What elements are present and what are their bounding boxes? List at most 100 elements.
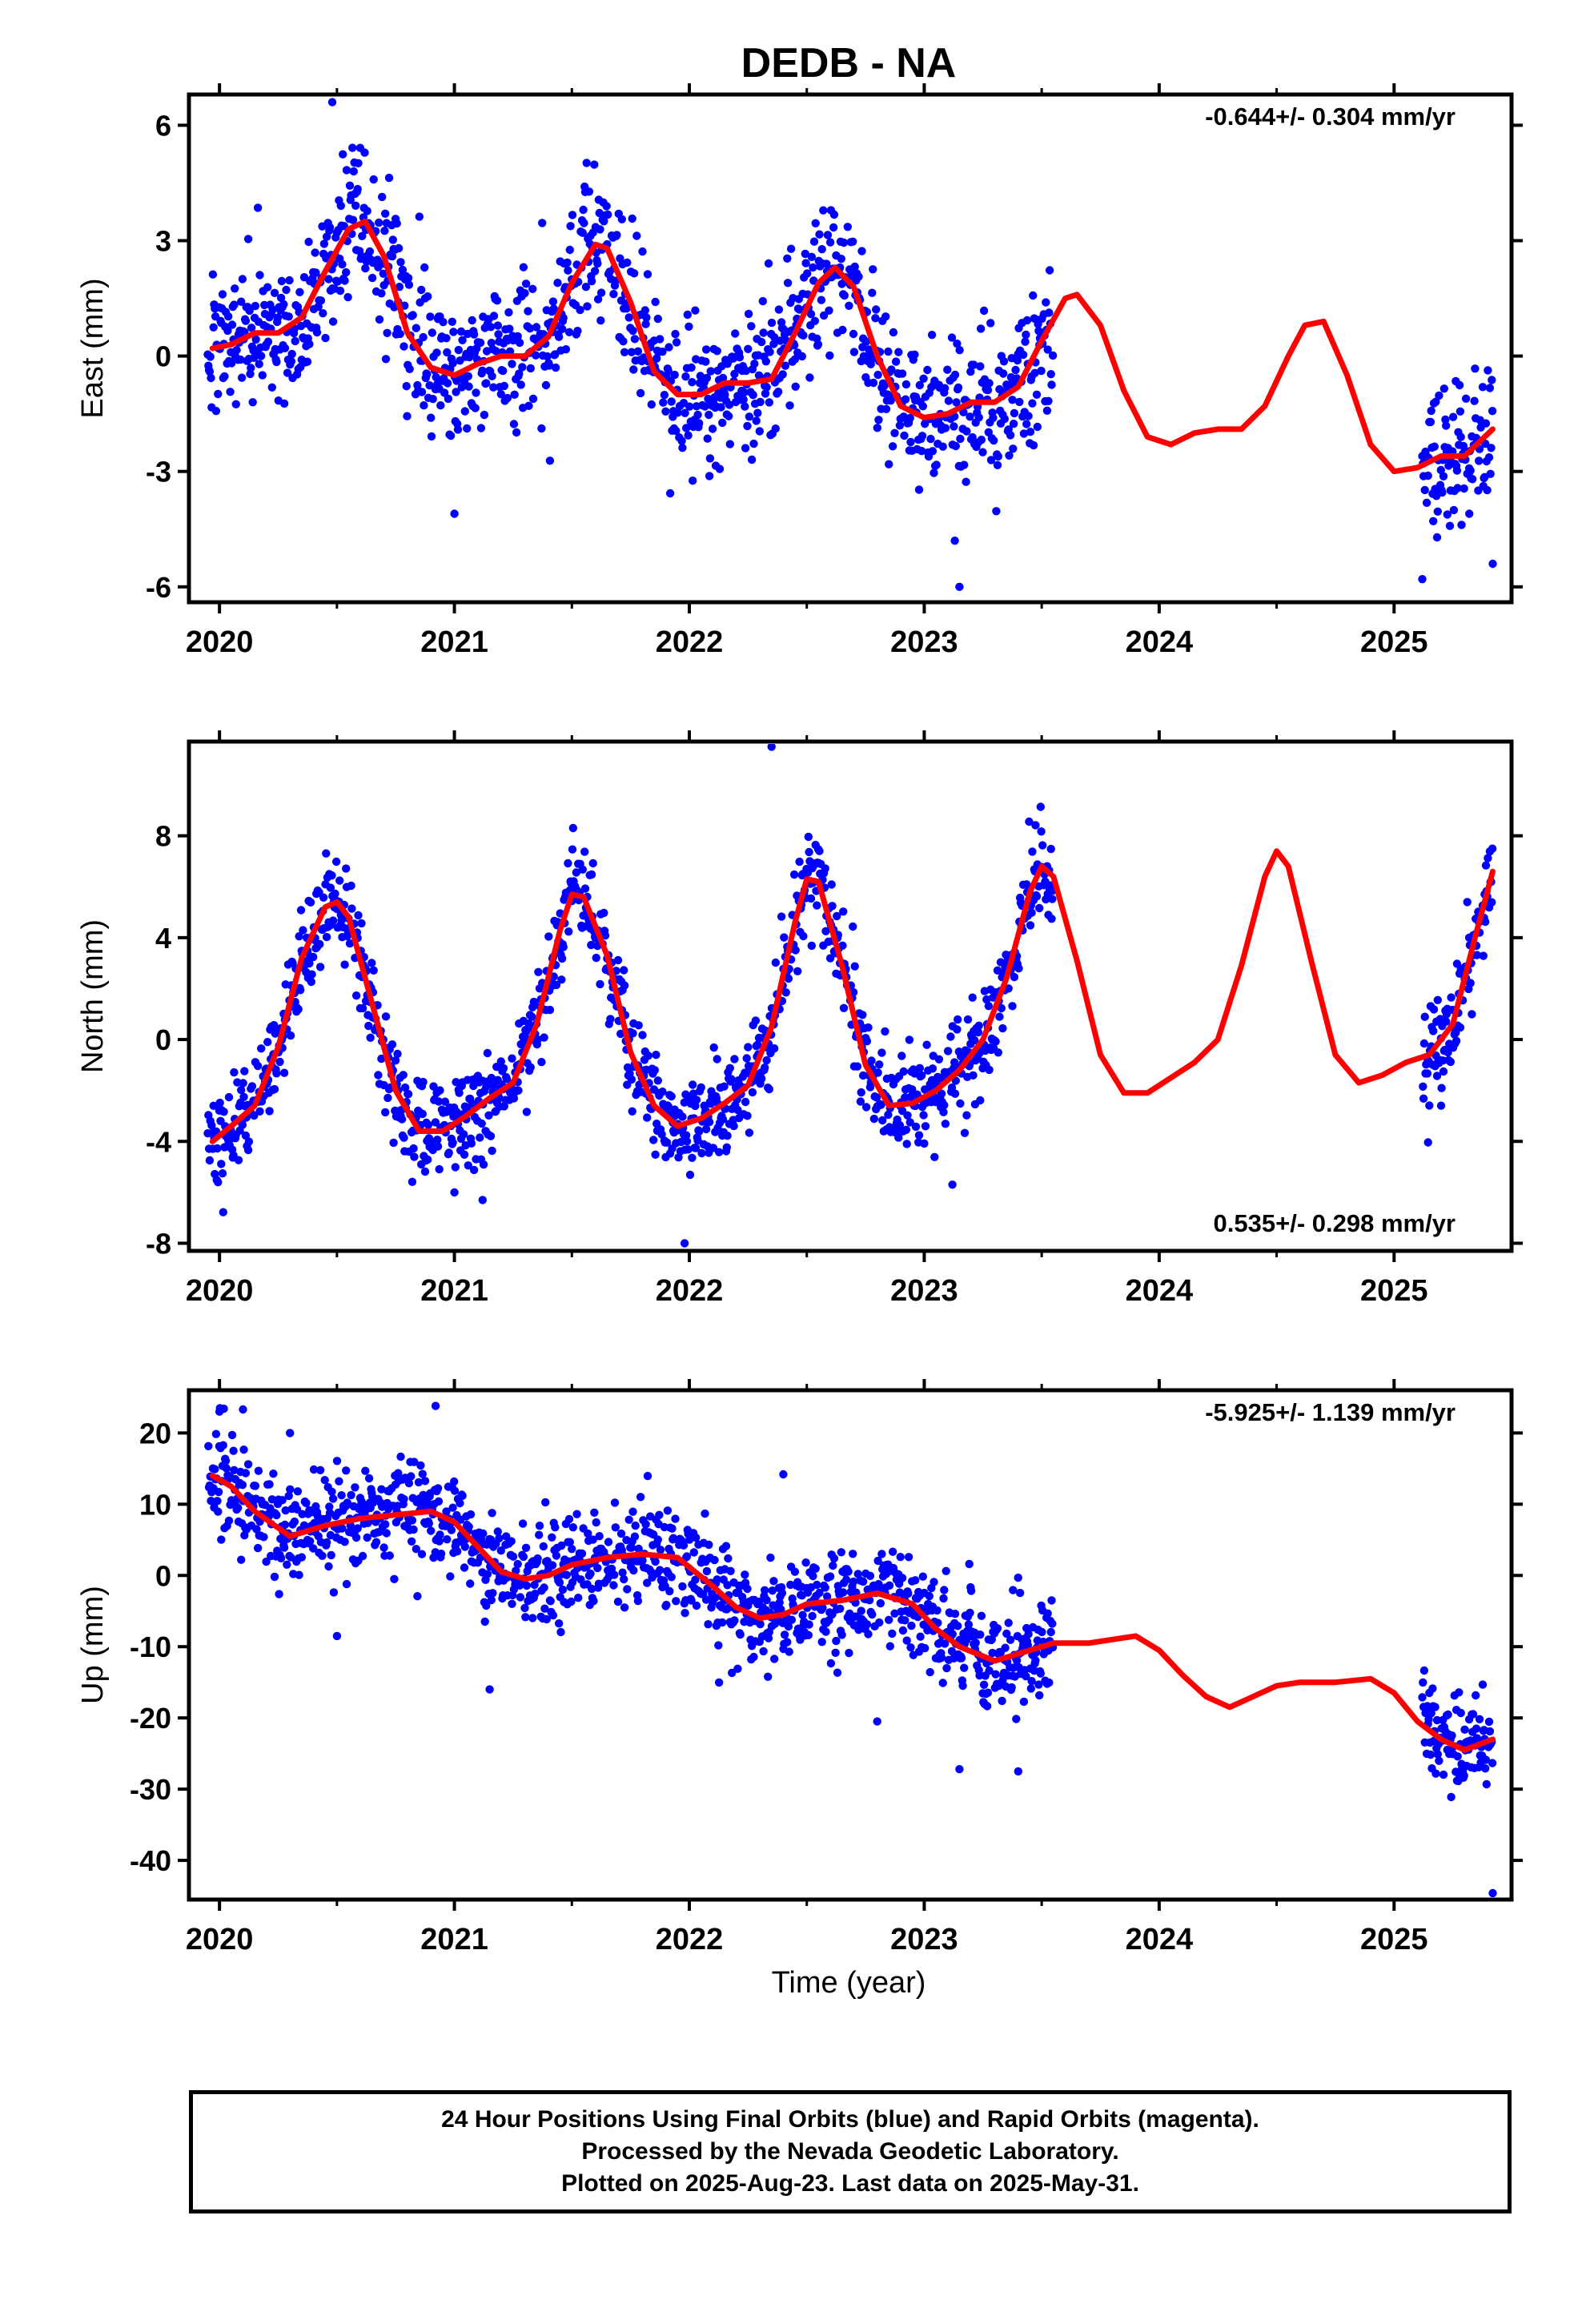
position-point (587, 276, 596, 286)
position-point (952, 398, 961, 407)
position-point (403, 412, 412, 420)
position-point (295, 287, 304, 296)
position-point (917, 432, 927, 440)
position-point (466, 1579, 475, 1588)
position-point (971, 1638, 980, 1647)
outlier-point (767, 744, 776, 751)
position-point (692, 1144, 701, 1152)
position-point (418, 1470, 427, 1478)
position-point (1009, 420, 1018, 428)
position-point (884, 1110, 893, 1120)
position-point (204, 1441, 213, 1451)
position-point (1466, 979, 1475, 987)
position-point (244, 1137, 254, 1146)
position-point (464, 372, 472, 380)
position-point (427, 432, 436, 441)
position-point (584, 1529, 592, 1538)
position-point (749, 439, 758, 448)
position-point (1030, 368, 1039, 377)
position-point (925, 1591, 934, 1601)
position-point (1047, 915, 1056, 923)
position-point (689, 1089, 698, 1098)
position-point (665, 1586, 674, 1596)
position-point (628, 1107, 636, 1116)
position-point (405, 364, 414, 373)
position-point (349, 167, 358, 176)
position-point (1022, 330, 1030, 340)
position-point (375, 315, 384, 324)
position-point (815, 846, 824, 855)
position-point (926, 1667, 934, 1677)
position-point (804, 832, 813, 842)
position-point (1470, 396, 1479, 405)
position-point (616, 1529, 626, 1538)
position-point (329, 1588, 339, 1597)
position-point (677, 436, 686, 445)
position-point (905, 413, 914, 423)
position-point (499, 366, 508, 376)
position-point (759, 1647, 768, 1656)
position-point (656, 1546, 665, 1554)
position-point (777, 1589, 787, 1598)
position-point (984, 1002, 994, 1011)
position-point (729, 1121, 738, 1131)
position-point (552, 1551, 561, 1560)
position-point (641, 1520, 650, 1529)
position-point (424, 292, 432, 301)
position-point (296, 986, 305, 995)
position-point (887, 365, 896, 374)
position-point (442, 334, 451, 343)
position-point (580, 847, 589, 856)
position-point (609, 1581, 618, 1590)
position-point (736, 1630, 745, 1639)
position-point (977, 436, 986, 444)
position-point (919, 374, 928, 383)
position-point (358, 1551, 367, 1561)
position-point (247, 364, 255, 372)
position-point (543, 352, 552, 361)
position-point (811, 1564, 820, 1574)
position-point (956, 434, 965, 444)
position-point (1007, 1683, 1016, 1692)
position-point (850, 962, 859, 971)
position-point (304, 237, 313, 247)
position-point (937, 1089, 946, 1098)
position-point (761, 1063, 769, 1072)
position-point (367, 959, 376, 967)
position-point (1419, 1082, 1427, 1092)
position-point (828, 902, 837, 911)
position-point (337, 1491, 346, 1500)
position-point (890, 428, 899, 437)
position-point (1455, 1688, 1464, 1697)
position-point (1044, 396, 1053, 405)
position-point (220, 372, 229, 381)
position-point (482, 1601, 491, 1610)
position-point (574, 1594, 583, 1602)
position-point (790, 355, 800, 364)
position-point (1032, 892, 1042, 901)
position-point (901, 380, 911, 389)
outlier-point (450, 509, 459, 518)
position-point (519, 1552, 528, 1562)
position-point (573, 327, 582, 336)
position-point (986, 319, 995, 328)
position-point (561, 345, 571, 354)
position-point (962, 427, 971, 436)
position-point (730, 369, 739, 379)
y-tick-label: 4 (155, 922, 171, 955)
position-point (234, 1503, 243, 1513)
position-point (315, 939, 324, 949)
position-point (213, 1497, 222, 1506)
position-point (224, 312, 233, 321)
position-point (280, 344, 290, 352)
position-point (358, 1003, 367, 1013)
position-point (747, 322, 756, 331)
position-point (530, 1580, 539, 1590)
position-point (864, 1630, 873, 1638)
position-point (303, 357, 312, 366)
position-point (757, 1074, 766, 1084)
position-point (1439, 384, 1449, 393)
caption-line-3: Plotted on 2025-Aug-23. Last data on 202… (561, 2170, 1139, 2197)
position-point (1026, 1684, 1036, 1693)
position-point (319, 893, 328, 903)
